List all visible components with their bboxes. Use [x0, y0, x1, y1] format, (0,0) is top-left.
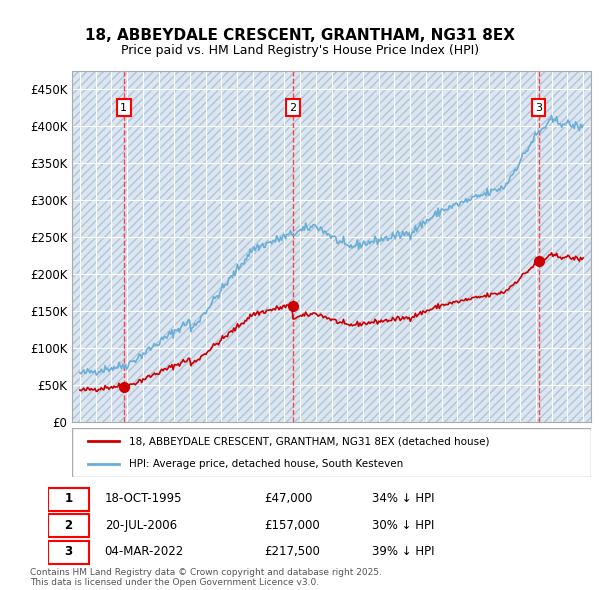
Text: 20-JUL-2006: 20-JUL-2006: [104, 519, 177, 532]
FancyBboxPatch shape: [48, 488, 89, 511]
Text: £47,000: £47,000: [264, 492, 313, 505]
Text: 18, ABBEYDALE CRESCENT, GRANTHAM, NG31 8EX (detached house): 18, ABBEYDALE CRESCENT, GRANTHAM, NG31 8…: [129, 437, 490, 447]
Text: £157,000: £157,000: [264, 519, 320, 532]
FancyBboxPatch shape: [48, 514, 89, 537]
Text: 3: 3: [535, 103, 542, 113]
Text: 1: 1: [64, 492, 73, 505]
Text: 3: 3: [64, 545, 73, 558]
Text: 2: 2: [289, 103, 296, 113]
FancyBboxPatch shape: [48, 541, 89, 564]
Text: 1: 1: [120, 103, 127, 113]
Text: 30% ↓ HPI: 30% ↓ HPI: [372, 519, 434, 532]
Text: Price paid vs. HM Land Registry's House Price Index (HPI): Price paid vs. HM Land Registry's House …: [121, 44, 479, 57]
Text: 2: 2: [64, 519, 73, 532]
FancyBboxPatch shape: [72, 428, 591, 477]
Text: Contains HM Land Registry data © Crown copyright and database right 2025.
This d: Contains HM Land Registry data © Crown c…: [30, 568, 382, 587]
Text: HPI: Average price, detached house, South Kesteven: HPI: Average price, detached house, Sout…: [129, 458, 403, 468]
Text: 04-MAR-2022: 04-MAR-2022: [104, 545, 184, 558]
Text: 18, ABBEYDALE CRESCENT, GRANTHAM, NG31 8EX: 18, ABBEYDALE CRESCENT, GRANTHAM, NG31 8…: [85, 28, 515, 43]
Text: 18-OCT-1995: 18-OCT-1995: [104, 492, 182, 505]
Text: £217,500: £217,500: [264, 545, 320, 558]
Text: 34% ↓ HPI: 34% ↓ HPI: [372, 492, 434, 505]
Text: 39% ↓ HPI: 39% ↓ HPI: [372, 545, 434, 558]
